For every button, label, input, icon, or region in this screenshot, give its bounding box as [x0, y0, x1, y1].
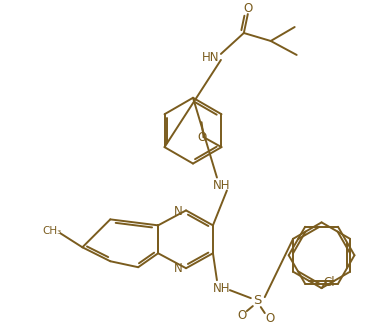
Text: N: N — [174, 262, 182, 275]
Text: Cl: Cl — [324, 276, 336, 289]
Text: O: O — [197, 131, 206, 144]
Text: HN: HN — [202, 51, 220, 65]
Text: CH₃: CH₃ — [43, 226, 62, 236]
Text: N: N — [174, 205, 182, 218]
Text: O: O — [265, 311, 274, 324]
Text: S: S — [254, 294, 262, 307]
Text: O: O — [237, 308, 247, 321]
Text: NH: NH — [213, 179, 230, 192]
Text: O: O — [243, 2, 252, 15]
Text: NH: NH — [213, 282, 230, 295]
